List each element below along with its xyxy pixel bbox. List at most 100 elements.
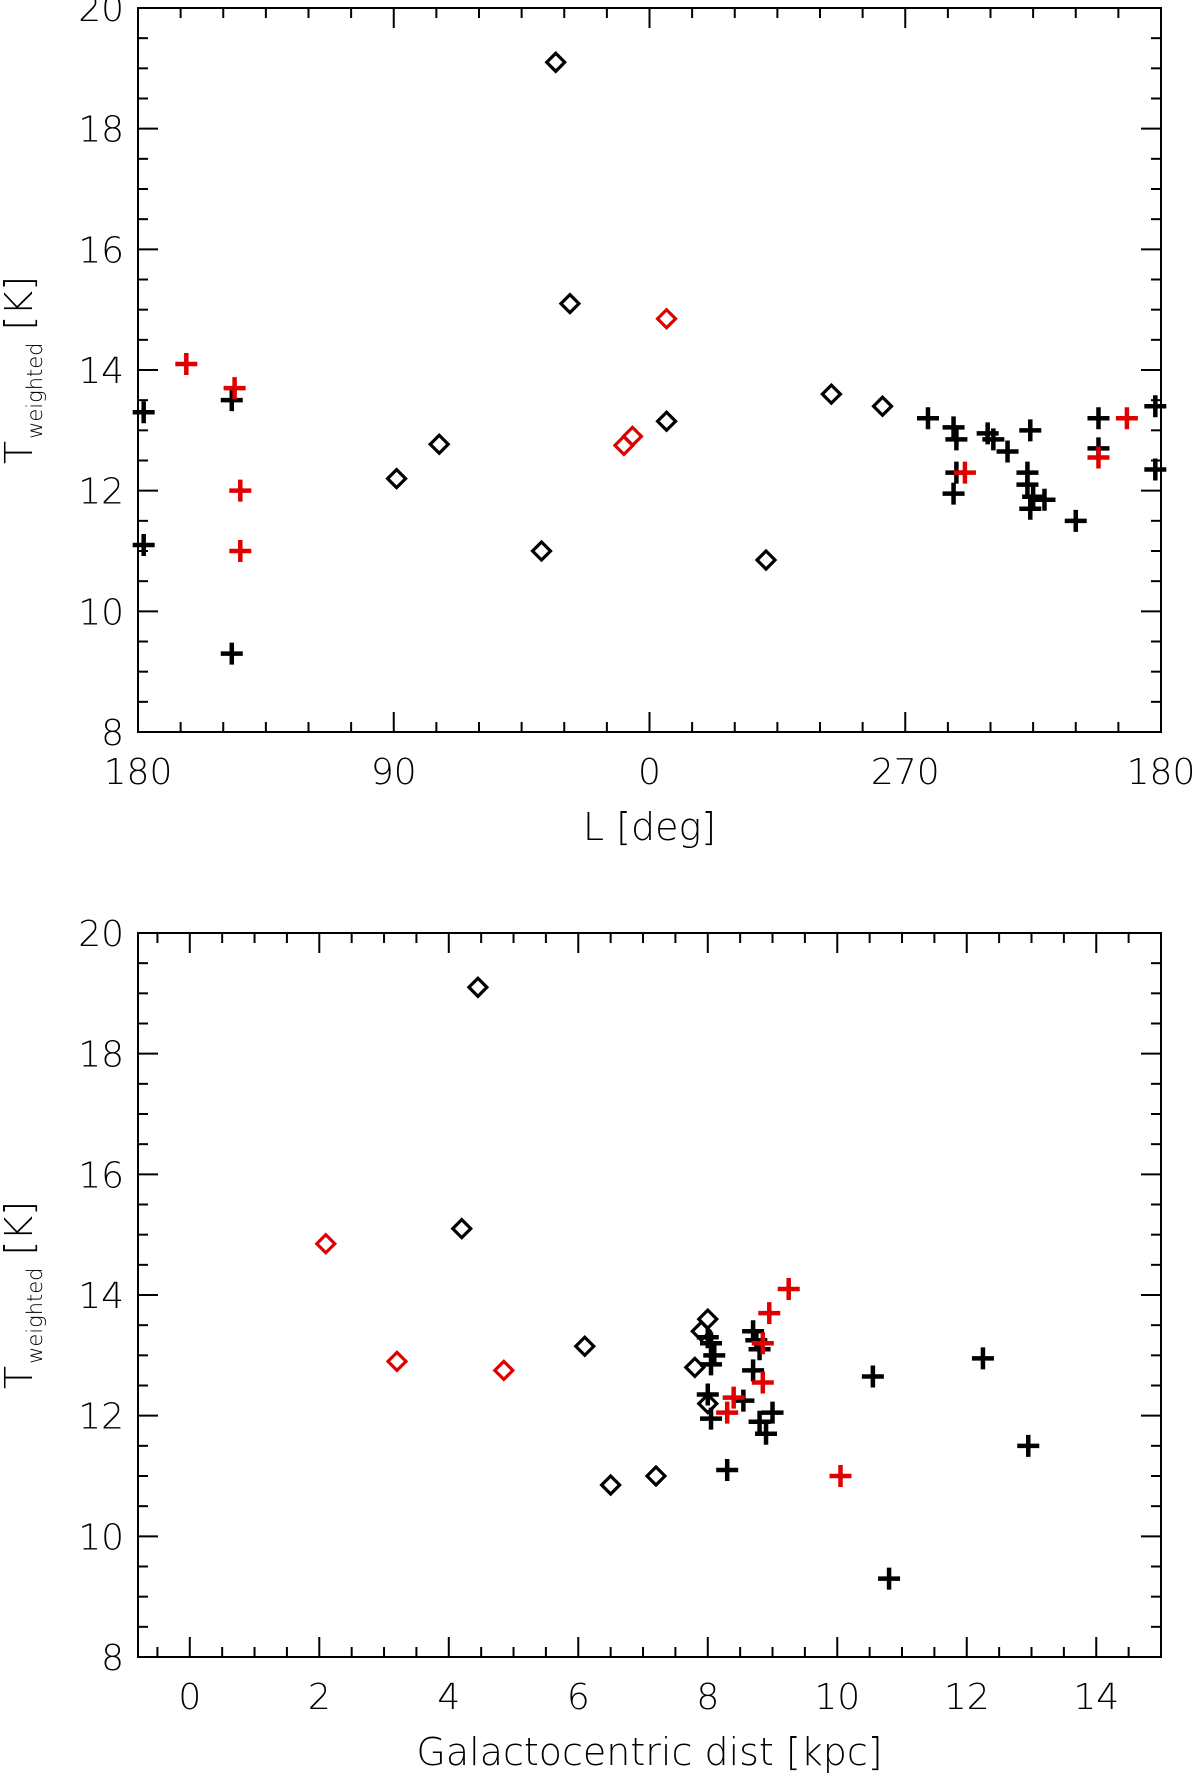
x-axis-title: L [deg] [583,805,716,849]
diamond-marker [544,51,567,74]
diamond-marker [644,1464,668,1488]
cross-marker [223,377,246,400]
cross-marker [1016,473,1039,496]
cross-marker [716,1401,739,1424]
y-tick-label: 12 [78,472,124,513]
diamond-marker [871,394,894,418]
cross-marker [132,533,155,556]
cross-marker [953,461,976,484]
y-tick-label: 8 [101,1638,124,1679]
cross-marker [742,1359,765,1382]
y-axis-title-unit: [K] [0,276,41,331]
cross-marker [1022,485,1045,508]
cross-marker [1087,407,1110,430]
x-tick-label: 180 [104,752,173,793]
cross-marker [761,1401,784,1424]
cross-marker [755,1422,778,1445]
cross-marker [971,1347,994,1370]
diamond-marker [696,1307,720,1331]
y-tick-label: 14 [78,351,124,392]
diamond-marker [314,1232,338,1255]
cross-marker [1144,395,1167,418]
diamond-marker [655,307,678,330]
series-black-diamonds [385,51,894,572]
cross-marker [758,1302,781,1325]
x-tick-label: 12 [944,1677,990,1718]
cross-marker [1115,407,1138,430]
cross-marker [1064,509,1087,532]
cross-marker [829,1465,852,1487]
cross-marker [220,389,243,412]
x-tick-label: 0 [638,752,661,793]
y-tick-label: 10 [78,592,124,633]
cross-marker [175,352,198,375]
y-axis-title-unit: [K] [0,1201,41,1256]
diamond-marker [820,382,843,406]
cross-marker [229,540,252,562]
cross-marker [132,401,155,424]
series-black-crosses [696,1320,1040,1590]
cross-marker [1019,497,1042,520]
diamond-marker [599,1473,622,1497]
diamond-marker [492,1359,516,1382]
y-tick-label: 8 [101,713,124,754]
diamond-marker [530,539,553,563]
cross-marker [700,1332,723,1355]
x-tick-label: 14 [1073,1677,1119,1718]
diamond-marker [696,1392,720,1415]
diamond-marker [683,1356,707,1379]
cross-marker [916,407,939,430]
cross-marker [1144,458,1167,481]
cross-marker [1087,446,1110,469]
diamond-marker [754,548,778,572]
cross-marker [942,482,965,505]
diamond-marker [427,432,451,456]
cross-marker [878,1567,901,1590]
x-tick-label: 90 [371,752,417,793]
cross-marker [861,1365,884,1388]
cross-marker [722,1386,745,1409]
diamond-marker [573,1335,597,1358]
diamond-marker [450,1217,473,1240]
series-red-crosses [175,352,1138,562]
cross-marker [751,1332,774,1355]
x-tick-label: 6 [567,1677,590,1718]
cross-marker [696,1383,719,1406]
series-red-diamonds [612,307,678,457]
cross-marker [700,1407,723,1430]
y-tick-label: 10 [78,1517,124,1558]
galactocentric-distance-temperature-plot: 8 10 12 14 16 18 20 0 2 4 6 8 10 12 14 Galactocentric d… [0,914,1162,1774]
y-axis-title-subscript: weighted [23,1268,47,1364]
x-tick-label: 2 [308,1677,331,1718]
cross-marker [1019,419,1042,442]
diamond-marker [385,467,408,490]
y-axis-title-subscript: weighted [23,343,47,439]
plot-frame [137,932,1162,1658]
x-tick-label: 8 [696,1677,719,1718]
cross-marker [700,1353,723,1376]
x-tick-label: 4 [437,1677,460,1718]
y-axis-title: Tweighted [K] [0,1201,47,1389]
y-axis-title: Tweighted [K] [0,276,47,464]
cross-marker [229,479,252,502]
cross-marker [1017,1434,1040,1457]
series-black-crosses [132,389,1167,665]
cross-marker [751,1371,774,1394]
cross-marker [777,1277,800,1300]
y-tick-label: 20 [78,914,124,955]
cross-marker [1033,488,1056,511]
cross-marker [942,416,965,439]
cross-marker [748,1410,771,1433]
cross-marker [220,642,243,665]
diamond-marker [558,292,582,315]
x-tick-label: 180 [1127,752,1196,793]
y-axis-title-main: T [0,441,41,464]
x-tick-label: 270 [871,752,940,793]
y-tick-label: 12 [78,1397,124,1438]
x-tick-label: 10 [814,1677,860,1718]
cross-marker [982,428,1005,451]
diamond-marker [612,434,636,457]
y-tick-label: 20 [78,0,124,30]
y-tick-label: 16 [78,230,124,271]
